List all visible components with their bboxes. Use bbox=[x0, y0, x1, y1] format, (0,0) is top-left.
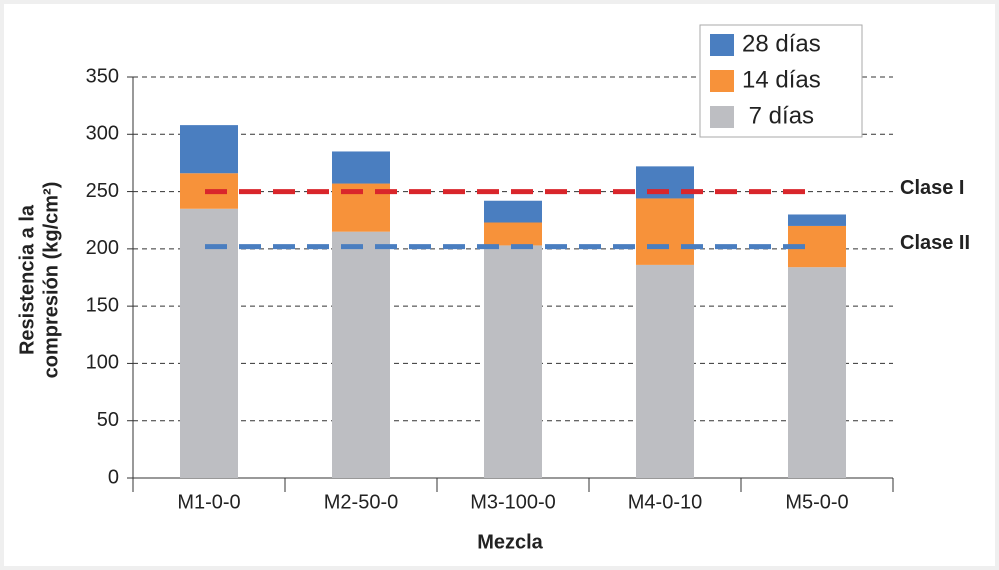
legend-swatch bbox=[710, 70, 734, 92]
bar-segment bbox=[332, 151, 390, 184]
y-tick-label: 100 bbox=[86, 352, 119, 374]
bar-segment bbox=[180, 125, 238, 174]
legend-label: 28 días bbox=[742, 30, 821, 57]
x-tick-label: M3-100-0 bbox=[470, 491, 556, 513]
reference-label: Clase II bbox=[900, 232, 970, 254]
bar-segment bbox=[484, 245, 542, 478]
bar-segment bbox=[788, 267, 846, 478]
bar-segment bbox=[484, 200, 542, 223]
y-tick-label: 0 bbox=[108, 466, 119, 488]
legend-swatch bbox=[710, 106, 734, 128]
bar-segment bbox=[484, 222, 542, 246]
reference-label: Clase I bbox=[900, 177, 964, 199]
x-axis-title: Mezcla bbox=[477, 531, 543, 553]
y-tick-label: 200 bbox=[86, 237, 119, 259]
bar-segment bbox=[332, 231, 390, 478]
bar-segment bbox=[636, 264, 694, 478]
y-tick-label: 150 bbox=[86, 294, 119, 316]
legend-swatch bbox=[710, 34, 734, 56]
y-tick-label: 250 bbox=[86, 180, 119, 202]
x-tick-label: M4-0-10 bbox=[628, 491, 702, 513]
y-axis-title: compresión (kg/cm²) bbox=[40, 182, 62, 379]
x-tick-label: M5-0-0 bbox=[785, 491, 848, 513]
y-tick-label: 50 bbox=[97, 409, 119, 431]
y-axis-title: Resistencia a la bbox=[16, 204, 38, 355]
x-tick-label: M1-0-0 bbox=[177, 491, 240, 513]
x-tick-label: M2-50-0 bbox=[324, 491, 398, 513]
y-tick-label: 350 bbox=[86, 65, 119, 87]
bar-segment bbox=[636, 198, 694, 265]
legend-label: 14 días bbox=[742, 66, 821, 93]
legend-label: 7 días bbox=[742, 102, 814, 129]
bar-segment bbox=[788, 214, 846, 226]
bar-segment bbox=[180, 208, 238, 478]
y-tick-label: 300 bbox=[86, 123, 119, 145]
